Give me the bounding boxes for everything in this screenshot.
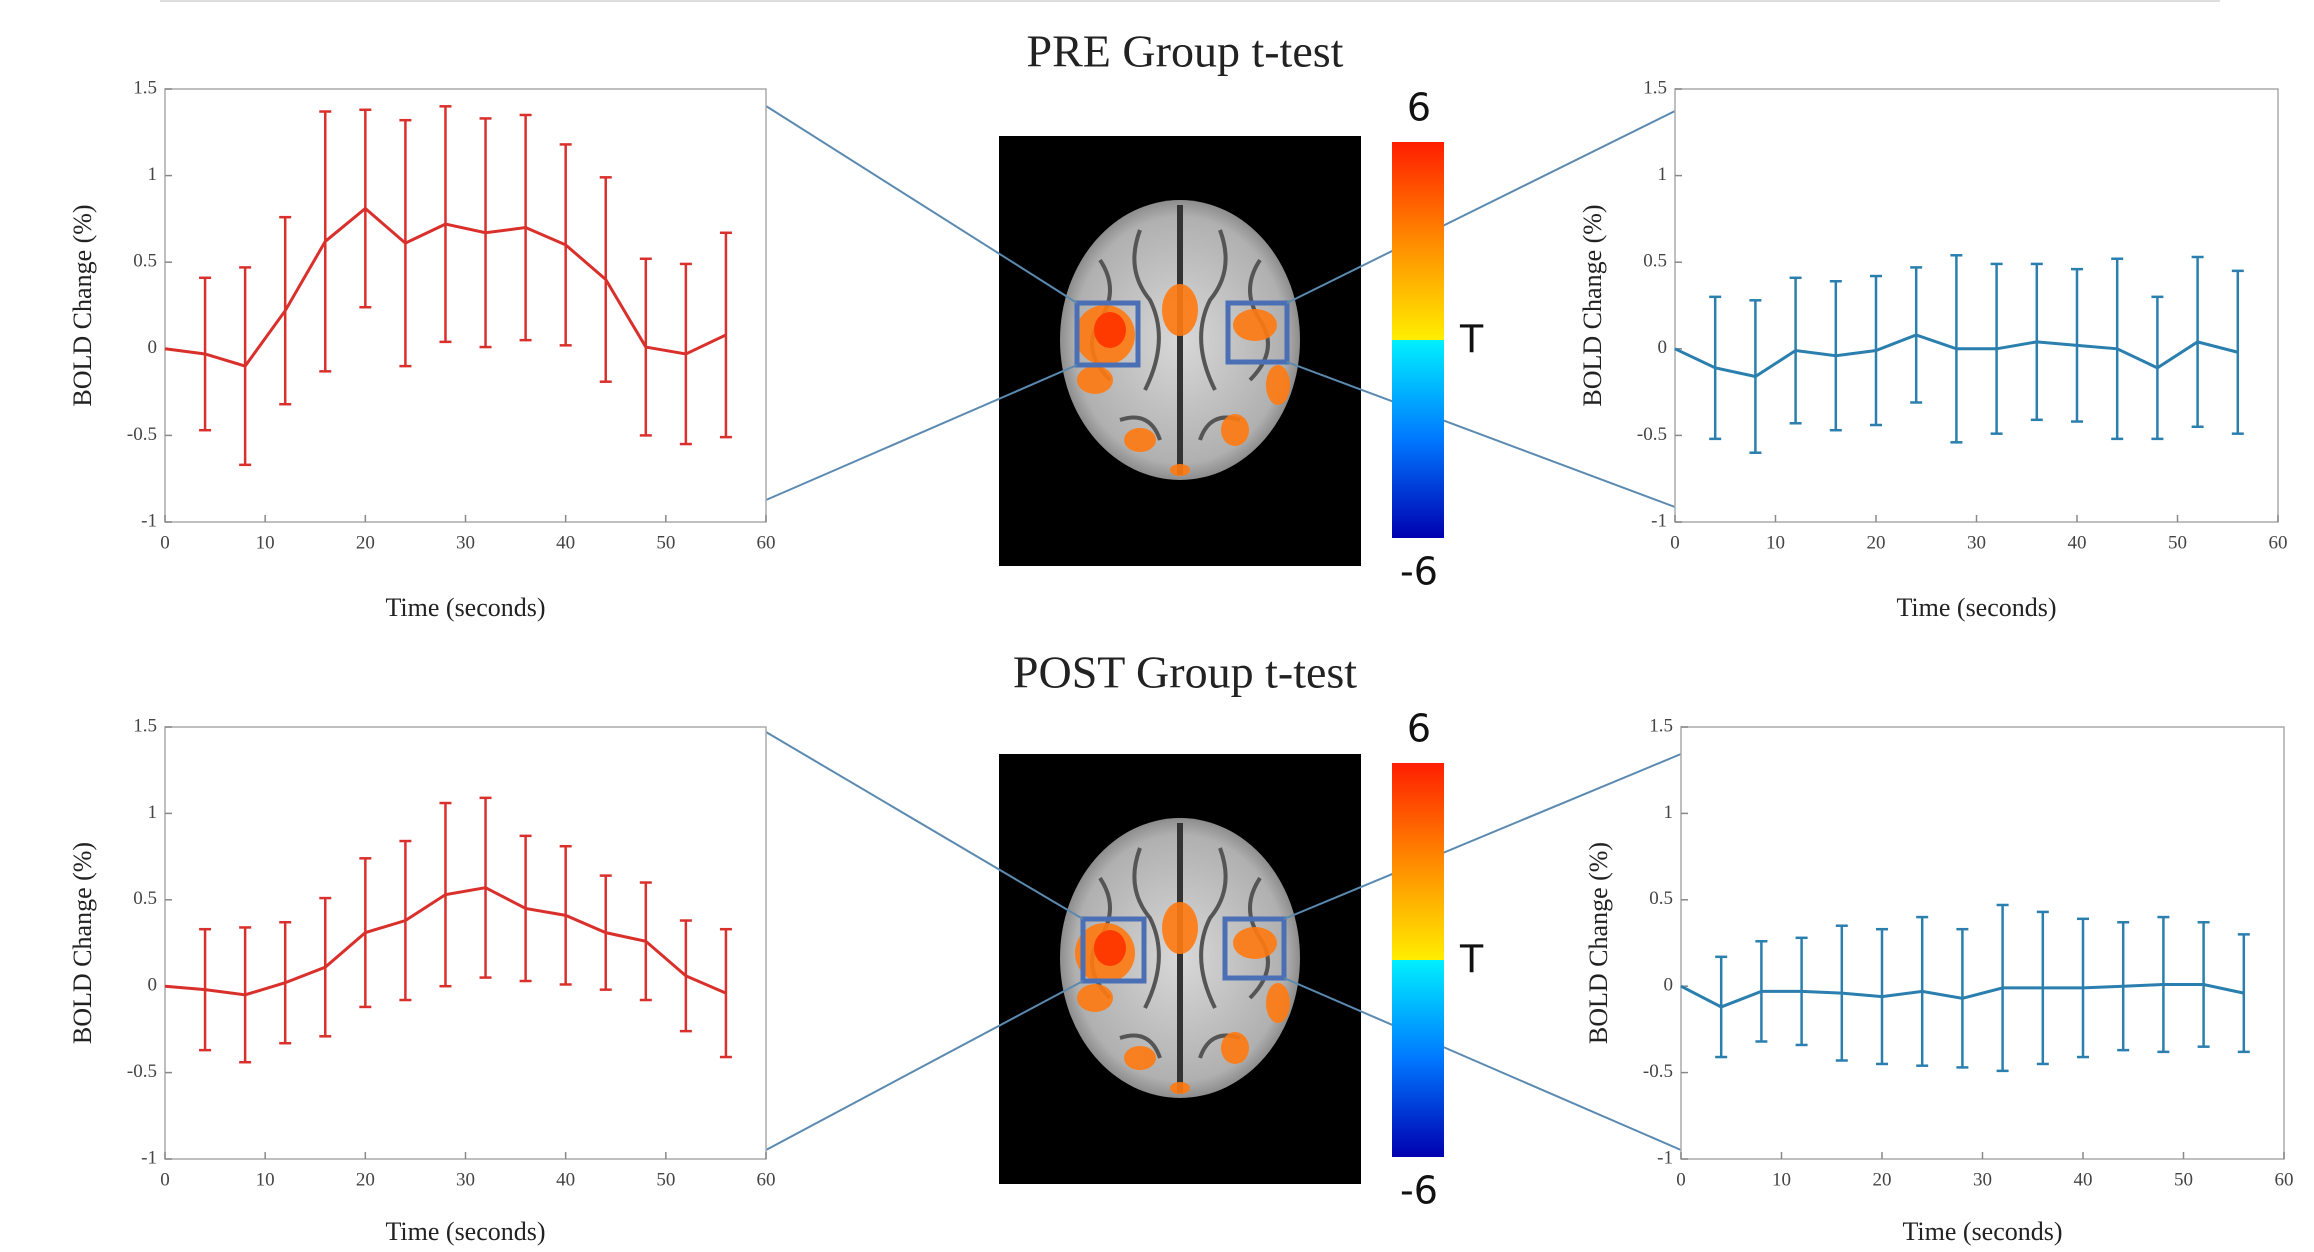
x-tick-label: 50 [656, 1169, 675, 1190]
y-tick-label: 1 [148, 802, 158, 823]
y-tick-label: 0 [148, 975, 158, 996]
brain-image [999, 754, 1361, 1184]
x-tick-label: 40 [2074, 1169, 2093, 1190]
x-axis-label: Time (seconds) [385, 593, 545, 622]
x-tick-label: 40 [2068, 532, 2087, 553]
y-tick-label: 0 [1658, 337, 1668, 358]
colorbar-label: T [1459, 318, 1484, 362]
x-tick-label: 60 [2269, 532, 2288, 553]
x-tick-label: 10 [1766, 532, 1785, 553]
x-tick-label: 0 [160, 532, 170, 553]
y-tick-label: 1.5 [1643, 77, 1667, 98]
y-tick-label: -1 [1657, 1147, 1673, 1168]
y-tick-label: 1 [1658, 164, 1668, 185]
x-axis-label: Time (seconds) [1902, 1217, 2062, 1246]
x-tick-label: 30 [456, 532, 475, 553]
y-tick-label: 0 [1664, 975, 1674, 996]
plot-frame [165, 89, 766, 522]
x-tick-label: 10 [256, 532, 275, 553]
panel-title: POST Group t-test [1013, 647, 1357, 698]
y-axis-label: BOLD Change (%) [1578, 204, 1607, 406]
colorbar-tick-label: 6 [1407, 86, 1431, 130]
x-tick-label: 40 [556, 1169, 575, 1190]
colorbar [1392, 763, 1444, 1157]
brain-image [999, 136, 1361, 566]
colorbar-label: T [1459, 938, 1484, 982]
x-tick-label: 30 [456, 1169, 475, 1190]
x-axis-label: Time (seconds) [1896, 593, 2056, 622]
panel-title: PRE Group t-test [1027, 26, 1344, 77]
x-tick-label: 0 [160, 1169, 170, 1190]
y-tick-label: -1 [141, 1147, 157, 1168]
y-tick-label: 1.5 [133, 715, 157, 736]
y-tick-label: -0.5 [1637, 424, 1667, 445]
x-tick-label: 0 [1670, 532, 1680, 553]
x-tick-label: 20 [1873, 1169, 1892, 1190]
y-tick-label: 1 [148, 164, 158, 185]
y-tick-label: 0.5 [1649, 888, 1673, 909]
plot-frame [165, 727, 766, 1159]
y-tick-label: 0.5 [133, 251, 157, 272]
x-tick-label: 60 [757, 1169, 776, 1190]
y-tick-label: 0.5 [133, 888, 157, 909]
plot-frame [1681, 727, 2284, 1159]
colorbar-tick-label: 6 [1407, 707, 1431, 751]
plot-frame [1675, 89, 2278, 522]
x-tick-label: 0 [1676, 1169, 1686, 1190]
x-tick-label: 30 [1973, 1169, 1992, 1190]
y-tick-label: -1 [1651, 510, 1667, 531]
y-tick-label: 1.5 [1649, 715, 1673, 736]
y-tick-label: 0.5 [1643, 251, 1667, 272]
y-tick-label: 1 [1664, 802, 1674, 823]
y-tick-label: -1 [141, 510, 157, 531]
y-tick-label: -0.5 [127, 1061, 157, 1082]
y-axis-label: BOLD Change (%) [68, 204, 97, 406]
y-tick-label: 0 [148, 337, 158, 358]
y-tick-label: -0.5 [1643, 1061, 1673, 1082]
colorbar-tick-label: -6 [1400, 550, 1438, 594]
figure: PRE Group t-test 6 -6 T POST Group t-test 6 -6… [0, 0, 2314, 1252]
y-axis-label: BOLD Change (%) [68, 842, 97, 1044]
x-tick-label: 20 [356, 532, 375, 553]
x-tick-label: 50 [2174, 1169, 2193, 1190]
x-tick-label: 60 [2275, 1169, 2294, 1190]
y-axis-label: BOLD Change (%) [1584, 842, 1613, 1044]
x-tick-label: 20 [356, 1169, 375, 1190]
x-tick-label: 40 [556, 532, 575, 553]
y-tick-label: -0.5 [127, 424, 157, 445]
x-tick-label: 10 [256, 1169, 275, 1190]
x-tick-label: 20 [1867, 532, 1886, 553]
x-axis-label: Time (seconds) [385, 1217, 545, 1246]
colorbar [1392, 142, 1444, 538]
x-tick-label: 10 [1772, 1169, 1791, 1190]
x-tick-label: 50 [656, 532, 675, 553]
x-tick-label: 60 [757, 532, 776, 553]
colorbar-tick-label: -6 [1400, 1169, 1438, 1213]
x-tick-label: 30 [1967, 532, 1986, 553]
page: PRE Group t-test 6 -6 T POST Group t-test 6 -6… [0, 0, 2314, 1252]
y-tick-label: 1.5 [133, 77, 157, 98]
x-tick-label: 50 [2168, 532, 2187, 553]
